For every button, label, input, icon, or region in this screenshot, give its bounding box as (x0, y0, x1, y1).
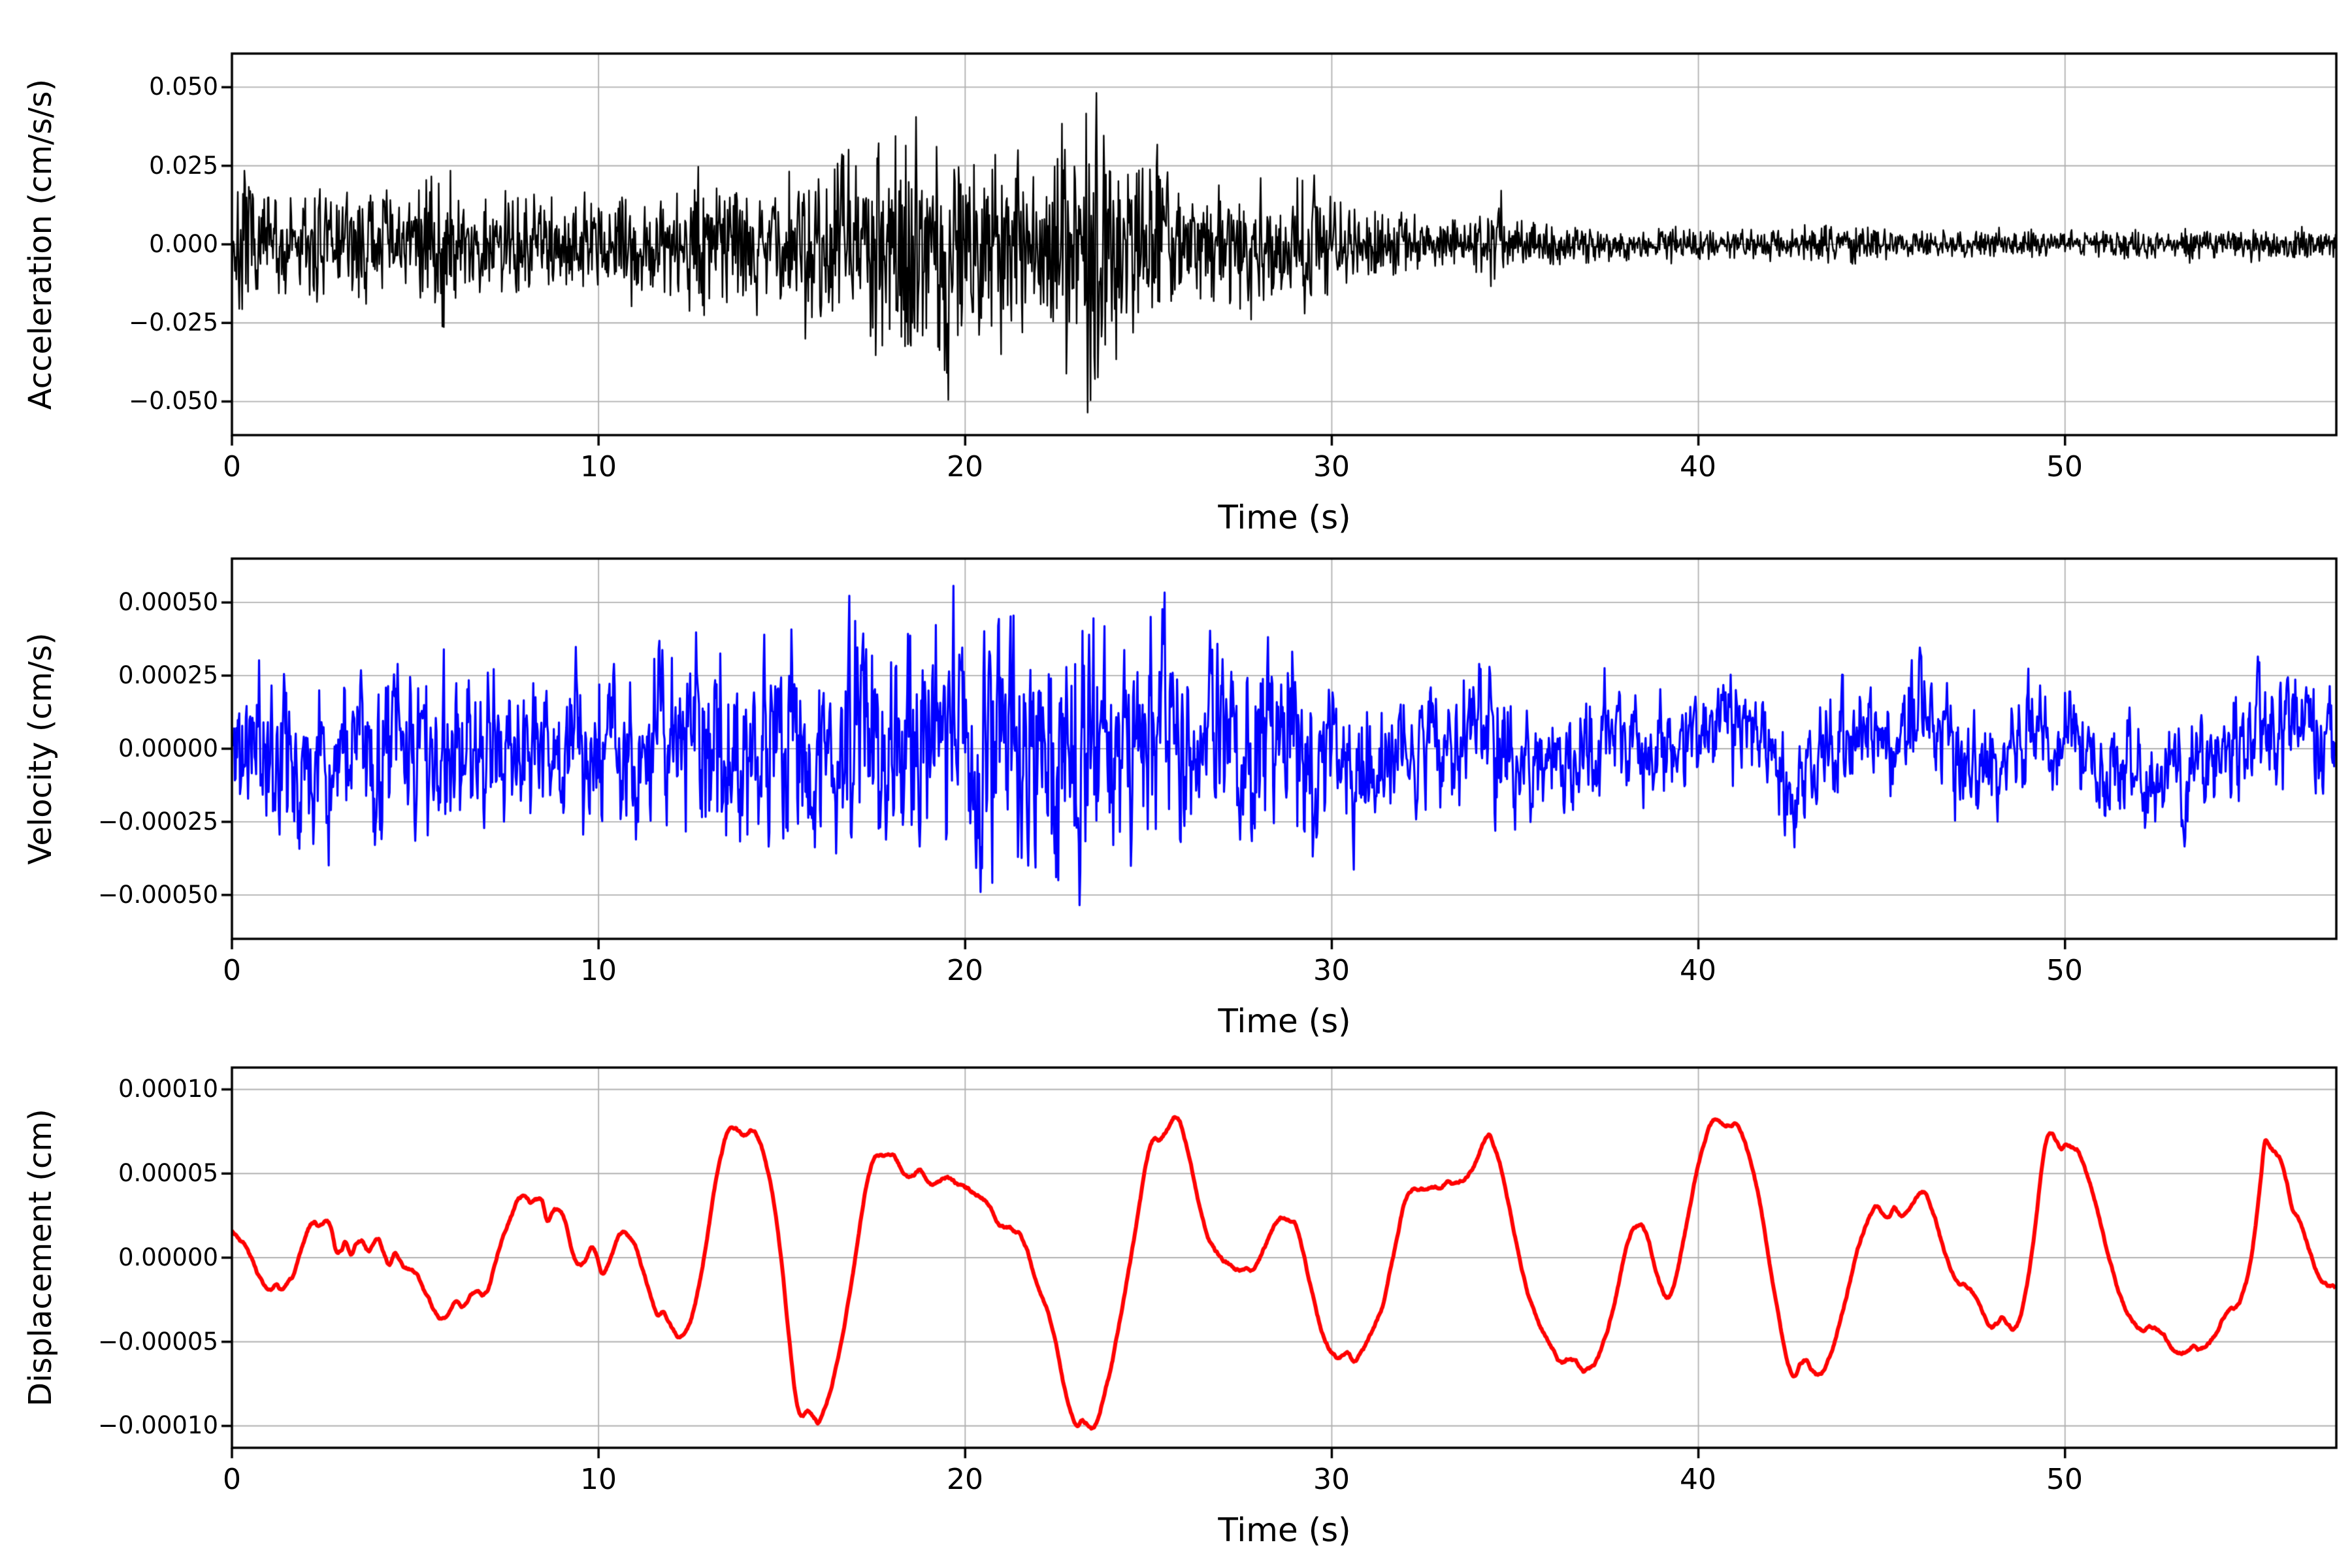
time-axis-label: Time (s) (1218, 498, 1351, 536)
y-tick-label: −0.00025 (97, 808, 218, 836)
y-tick-label: 0.00000 (118, 1243, 218, 1271)
y-tick-label: −0.050 (129, 387, 218, 415)
x-tick-label: 40 (1680, 450, 1716, 483)
x-tick-label: 50 (2046, 954, 2083, 987)
x-tick-label: 0 (223, 1463, 241, 1496)
x-tick-label: 40 (1680, 1463, 1716, 1496)
x-tick-label: 20 (947, 1463, 983, 1496)
x-tick-label: 30 (1313, 954, 1350, 987)
y-tick-label: 0.025 (149, 152, 218, 180)
y-tick-label: −0.00010 (97, 1411, 218, 1439)
x-tick-label: 40 (1680, 954, 1716, 987)
y-tick-label: −0.00005 (97, 1328, 218, 1356)
y-tick-label: −0.00050 (97, 881, 218, 909)
x-tick-label: 50 (2046, 450, 2083, 483)
x-tick-label: 10 (580, 954, 617, 987)
y-tick-label: 0.000 (149, 230, 218, 258)
x-tick-label: 0 (223, 450, 241, 483)
time-axis-label: Time (s) (1218, 1002, 1351, 1040)
y-tick-label: 0.00050 (118, 588, 218, 616)
x-tick-label: 20 (947, 954, 983, 987)
x-tick-label: 30 (1313, 1463, 1350, 1496)
x-tick-label: 30 (1313, 450, 1350, 483)
y-tick-label: −0.025 (129, 308, 218, 336)
y-tick-label: 0.00005 (118, 1159, 218, 1187)
x-tick-label: 50 (2046, 1463, 2083, 1496)
x-tick-label: 20 (947, 450, 983, 483)
x-tick-label: 10 (580, 1463, 617, 1496)
x-tick-label: 10 (580, 450, 617, 483)
y-tick-label: 0.00025 (118, 661, 218, 689)
x-tick-label: 0 (223, 954, 241, 987)
time-axis-label: Time (s) (1218, 1511, 1351, 1549)
y-tick-label: 0.00000 (118, 734, 218, 762)
y-tick-label: 0.050 (149, 73, 218, 101)
y-tick-label: 0.00010 (118, 1075, 218, 1103)
